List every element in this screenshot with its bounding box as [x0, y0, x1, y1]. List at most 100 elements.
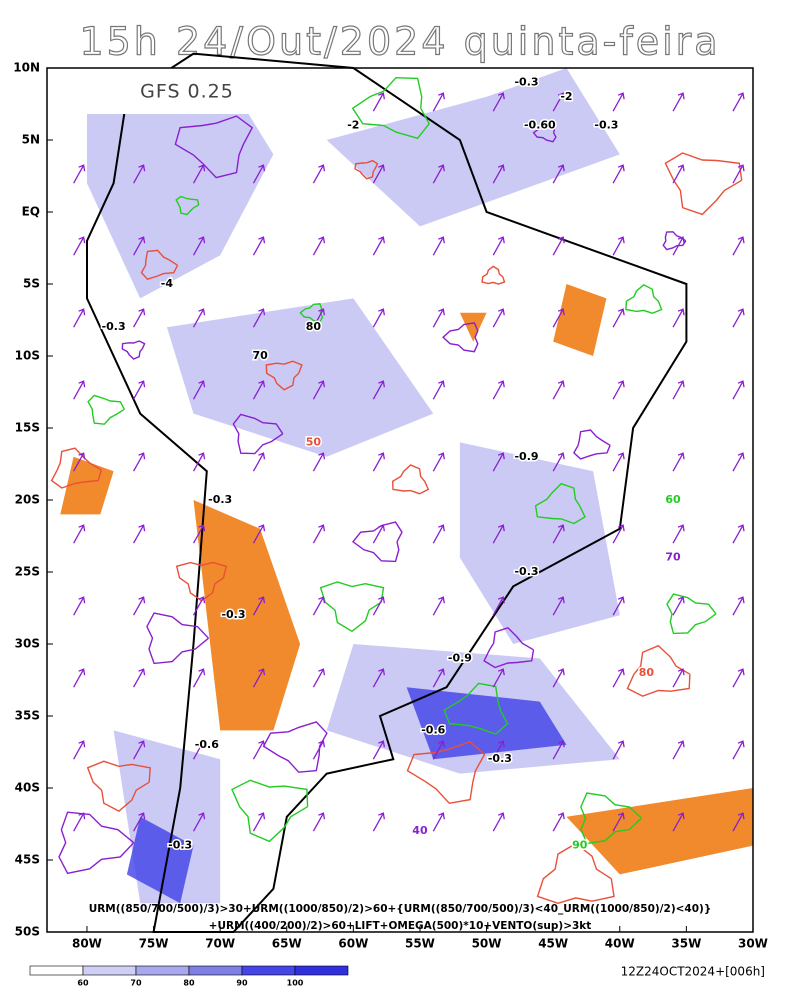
lat-label: 10N — [13, 61, 40, 75]
wind-arrow — [432, 164, 445, 184]
contour — [351, 521, 403, 563]
lat-label: 5N — [22, 133, 40, 147]
wind-arrow — [192, 164, 206, 184]
map-layers — [48, 52, 753, 933]
contour — [146, 612, 210, 665]
lat-label: 50S — [15, 925, 40, 939]
wind-arrow — [312, 740, 326, 760]
contour — [265, 360, 303, 391]
wind-arrow — [73, 740, 86, 760]
contour-label: -0.60 — [524, 119, 556, 132]
wind-arrow — [492, 596, 505, 616]
wind-arrow — [672, 92, 685, 112]
wind-arrow — [312, 308, 326, 328]
formula-line: URM((850/700/500)/3)>30+URM((1000/850)/2… — [89, 903, 712, 915]
wind-arrow — [73, 524, 86, 544]
lat-label: 30S — [15, 637, 40, 651]
title: 15h 24/Out/2024 quinta-feira — [79, 20, 720, 64]
contour-label: 60 — [665, 493, 681, 506]
wind-arrow — [732, 812, 745, 832]
wind-arrow — [133, 596, 146, 616]
wind-arrow — [732, 92, 745, 112]
contour — [666, 593, 717, 635]
wind-arrow — [192, 236, 206, 256]
wind-arrow — [732, 308, 745, 328]
lon-label: 35W — [671, 937, 701, 951]
humidity-core — [406, 687, 567, 760]
colorbar-swatch — [135, 965, 190, 976]
contour — [626, 644, 691, 697]
wind-arrow — [432, 308, 445, 328]
wind-arrow — [492, 308, 505, 328]
wind-arrow — [73, 380, 86, 400]
wind-arrow — [552, 380, 565, 400]
wind-arrow — [672, 452, 685, 472]
contour — [232, 413, 284, 455]
wind-arrow — [192, 596, 206, 616]
wind-arrow — [192, 380, 206, 400]
wind-arrow — [432, 740, 445, 760]
lon-label: 70W — [205, 937, 235, 951]
wind-arrow — [312, 812, 326, 832]
contour — [391, 464, 430, 495]
wind-arrow — [732, 740, 745, 760]
wind-arrow — [192, 740, 206, 760]
wind-arrow — [492, 380, 505, 400]
wind-arrow — [732, 596, 745, 616]
wind-arrow — [732, 164, 745, 184]
contour-label: -0.9 — [448, 651, 472, 664]
contour-label: -0.3 — [514, 75, 538, 88]
contour — [536, 842, 615, 905]
unstable-area — [566, 788, 753, 875]
colorbar-label: 100 — [287, 979, 304, 988]
wind-arrow — [672, 524, 685, 544]
wind-arrow — [672, 308, 685, 328]
wind-arrow — [552, 596, 565, 616]
lon-label: 60W — [338, 937, 368, 951]
colorbar-swatch — [294, 965, 349, 976]
wind-arrow — [612, 812, 625, 832]
lon-label: 55W — [405, 937, 435, 951]
wind-arrow — [612, 164, 625, 184]
wind-arrow — [133, 812, 146, 832]
coastline — [86, 52, 688, 933]
contour-label: 70 — [665, 551, 681, 564]
contour-label: 50 — [306, 435, 322, 448]
lat-label: 35S — [15, 709, 40, 723]
wind-arrow — [312, 164, 326, 184]
wind-arrow — [133, 236, 146, 256]
wind-arrow — [492, 740, 505, 760]
lat-label: 25S — [15, 565, 40, 579]
wind-arrow — [252, 164, 266, 184]
wind-arrow — [552, 740, 565, 760]
wind-arrow — [432, 452, 445, 472]
wind-arrow — [612, 668, 625, 688]
colorbar-swatch — [241, 965, 296, 976]
wind-arrow — [312, 524, 326, 544]
wind-arrow — [372, 740, 385, 760]
wind-arrow — [73, 812, 86, 832]
wind-arrow — [552, 812, 565, 832]
contour-label: -2 — [347, 119, 359, 132]
contour — [58, 811, 135, 875]
wind-arrow — [372, 668, 385, 688]
wind-arrow — [732, 236, 745, 256]
contour — [231, 779, 309, 843]
lon-label: 65W — [272, 937, 302, 951]
contour — [532, 123, 557, 143]
colorbar-label: 90 — [236, 979, 248, 988]
wind-arrow — [73, 308, 86, 328]
lat-label: 15S — [15, 421, 40, 435]
wind-arrow — [732, 452, 745, 472]
wind-arrow — [73, 668, 86, 688]
colorbar-swatch — [29, 965, 84, 976]
model-box — [47, 68, 327, 114]
wind-arrow — [73, 164, 86, 184]
wind-arrow — [252, 236, 266, 256]
contour — [662, 231, 687, 251]
wind-arrow — [252, 524, 266, 544]
contour — [664, 152, 743, 216]
lon-label: 45W — [538, 937, 568, 951]
wind-arrow — [492, 92, 505, 112]
wind-arrow — [612, 308, 625, 328]
